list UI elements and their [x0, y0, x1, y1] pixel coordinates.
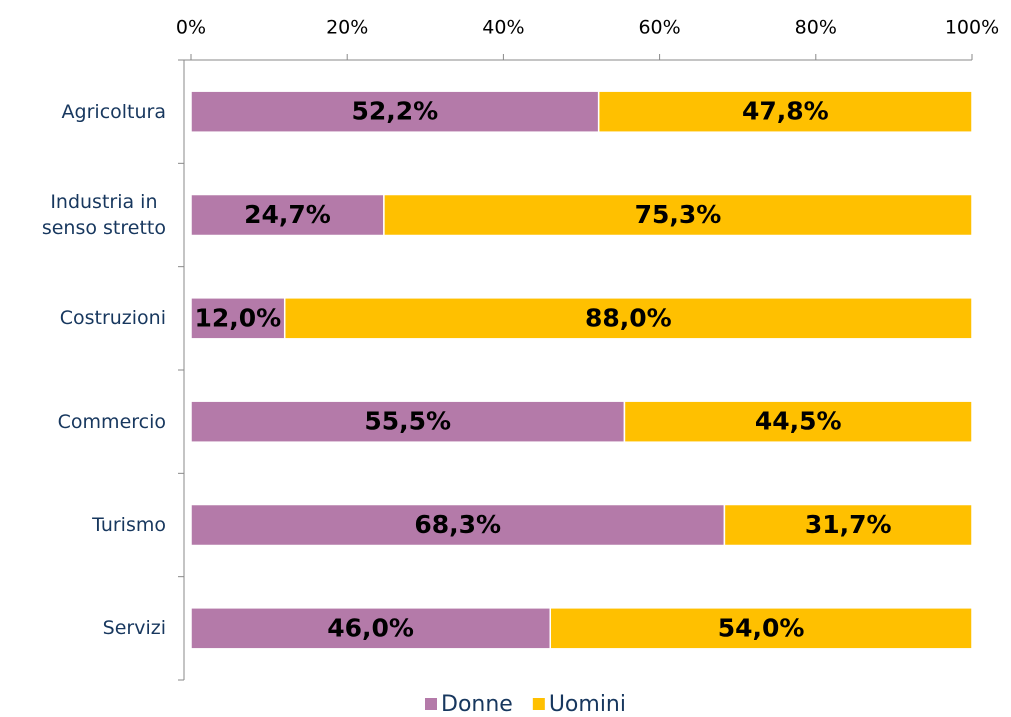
y-tick-label: Servizi — [102, 617, 166, 640]
data-label: 68,3% — [414, 510, 501, 539]
bar — [283, 297, 973, 340]
x-tick-label: 0% — [176, 17, 206, 39]
data-label: 46,0% — [327, 613, 414, 642]
data-label: 31,7% — [805, 510, 892, 539]
data-label: 44,5% — [755, 407, 842, 436]
x-tick-label: 60% — [638, 17, 680, 39]
y-tick-label: Agricoltura — [61, 100, 166, 123]
bar — [549, 607, 973, 650]
data-label: 47,8% — [742, 97, 829, 126]
bar — [597, 90, 973, 133]
bar — [383, 193, 973, 237]
data-label: 88,0% — [585, 303, 672, 332]
y-tick-label: Commercio — [57, 410, 166, 433]
bar — [623, 400, 973, 443]
x-tick-label: 20% — [326, 17, 368, 39]
legend-swatch — [425, 698, 437, 710]
bar — [723, 503, 973, 547]
y-tick-label: Turismo — [92, 514, 166, 536]
data-label: 55,5% — [364, 407, 451, 436]
y-tick-label: Industria in senso stretto — [41, 191, 166, 239]
data-label: 24,7% — [244, 200, 331, 229]
bar — [190, 503, 726, 547]
bar — [190, 193, 385, 237]
x-tick-label: 100% — [945, 17, 999, 39]
data-label: 52,2% — [351, 97, 438, 126]
bar — [190, 90, 600, 133]
bar — [190, 607, 552, 650]
x-tick-label: 40% — [482, 17, 524, 39]
legend-label: Uomini — [549, 692, 626, 717]
data-label: 75,3% — [635, 200, 722, 229]
bar — [190, 297, 286, 340]
legend-swatch — [532, 698, 545, 710]
y-tick-label: Costruzioni — [59, 307, 166, 330]
legend-label: Donne — [441, 692, 513, 717]
data-label: 54,0% — [718, 613, 805, 642]
x-tick-label: 80% — [795, 17, 837, 39]
data-label: 12,0% — [194, 303, 281, 332]
